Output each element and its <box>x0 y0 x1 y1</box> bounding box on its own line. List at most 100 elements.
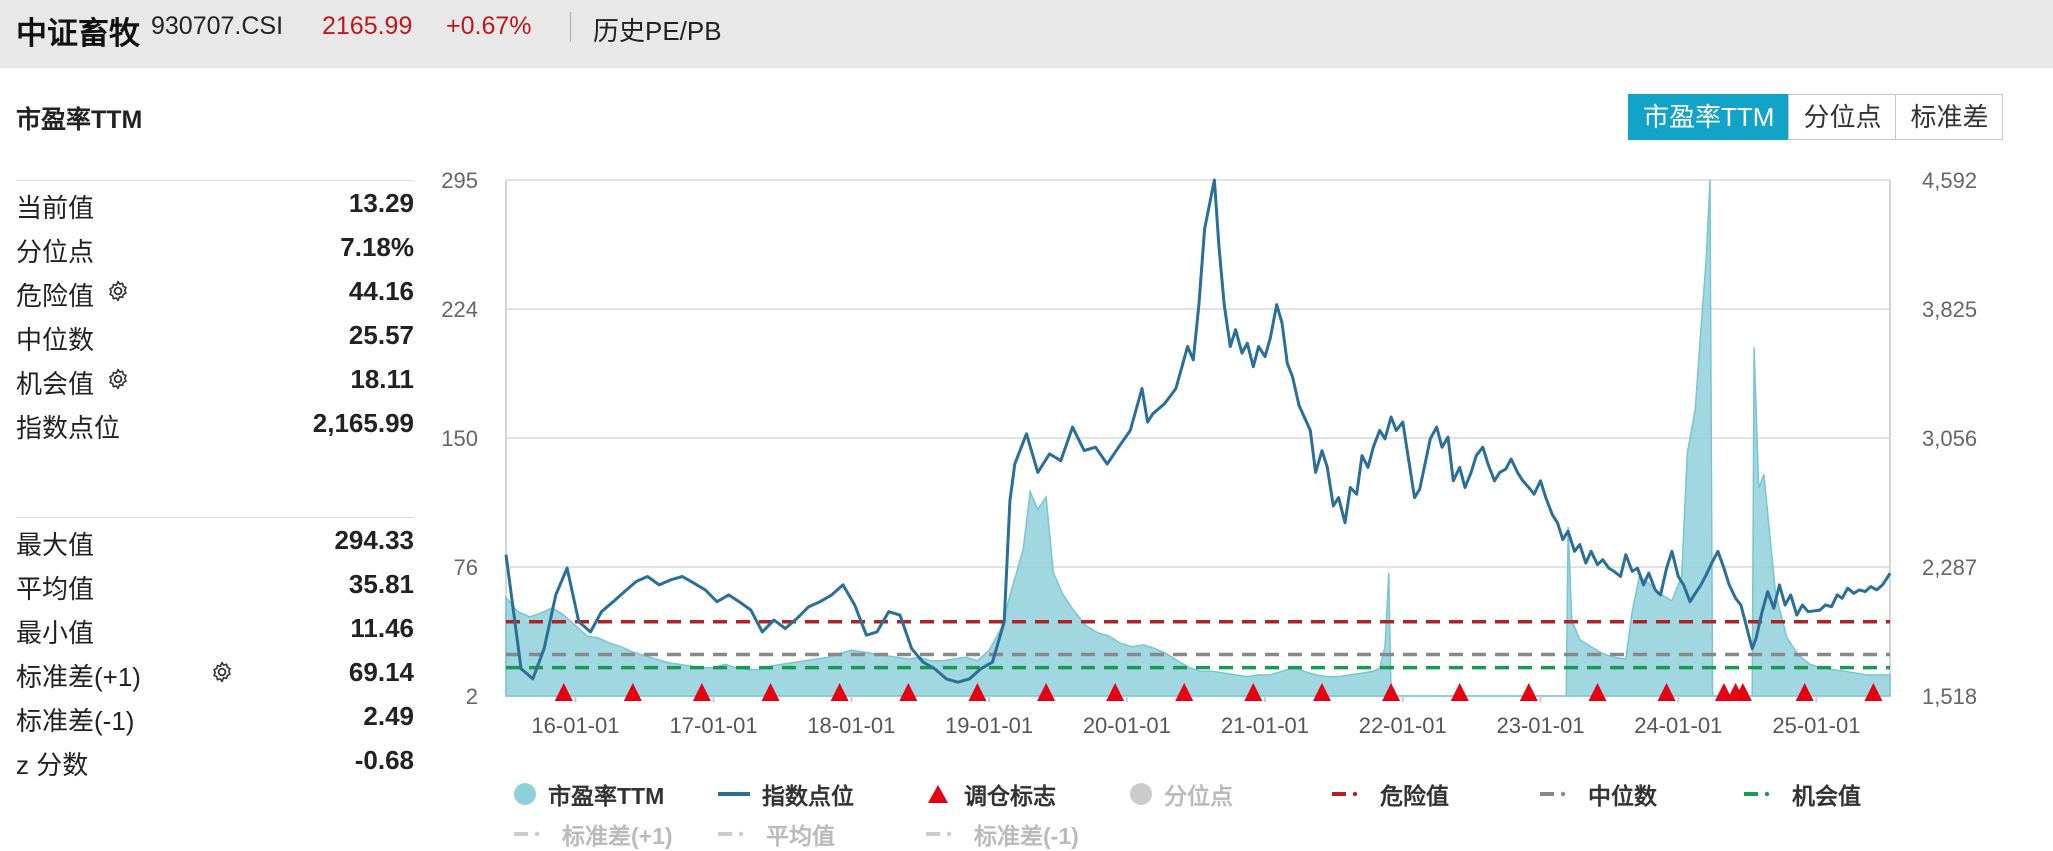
stat-row: 机会值 18.11 <box>16 364 414 400</box>
legend-label: 中位数 <box>1588 783 1657 809</box>
rebalance-triangle <box>1588 683 1607 701</box>
x-tick-label: 20-01-01 <box>1083 713 1171 738</box>
stat-value: 69.14 <box>348 657 414 687</box>
stats-divider <box>16 517 414 518</box>
stat-row: 标准差(+1) 69.14 <box>16 657 414 693</box>
legend-item[interactable]: 指数点位 <box>716 777 854 811</box>
view-title[interactable]: 历史PE/PB <box>593 16 722 46</box>
stat-value: 18.11 <box>350 364 414 394</box>
rebalance-triangle <box>968 683 987 701</box>
stats-divider <box>16 180 414 181</box>
left-tick-label: 224 <box>441 297 478 322</box>
x-tick-label: 18-01-01 <box>807 713 895 738</box>
x-tick-label: 21-01-01 <box>1221 713 1309 738</box>
legend-item[interactable]: 机会值 <box>1742 777 1861 811</box>
x-tick-label: 23-01-01 <box>1496 713 1584 738</box>
stat-label: 机会值 <box>16 369 95 399</box>
legend-item[interactable]: 标准差(-1) <box>924 817 1079 851</box>
pe-ttm-area <box>505 179 1891 697</box>
index-code: 930707.CSI <box>151 12 284 40</box>
stat-value: -0.68 <box>354 745 414 775</box>
gear-icon[interactable] <box>106 279 130 303</box>
legend-dash-icon <box>1540 791 1566 797</box>
rebalance-triangle <box>692 683 711 701</box>
legend-label: 标准差(+1) <box>562 823 673 849</box>
legend-dash-icon <box>718 831 744 837</box>
legend-label: 标准差(-1) <box>974 823 1079 849</box>
legend-dash-icon <box>1744 791 1770 797</box>
rebalance-triangle <box>1733 683 1752 701</box>
legend-item[interactable]: 分位点 <box>1128 777 1233 811</box>
tab-std-dev[interactable]: 标准差 <box>1895 94 2004 140</box>
stat-label: 标准差(+1) <box>16 662 141 692</box>
rebalance-triangle <box>1175 683 1194 701</box>
left-tick-label: 76 <box>454 555 478 580</box>
legend-label: 平均值 <box>766 823 835 849</box>
metric-tabs: 市盈率TTM 分位点 标准差 <box>1628 94 2004 140</box>
right-tick-label: 4,592 <box>1922 168 1977 193</box>
gear-icon[interactable] <box>210 660 234 684</box>
legend-item[interactable]: 市盈率TTM <box>512 777 664 811</box>
stat-label: 平均值 <box>16 574 95 604</box>
legend-item[interactable]: 标准差(+1) <box>512 817 673 851</box>
legend-label: 危险值 <box>1380 783 1449 809</box>
legend-label: 市盈率TTM <box>548 783 665 809</box>
gear-icon[interactable] <box>106 367 130 391</box>
legend-item[interactable]: 中位数 <box>1538 777 1657 811</box>
stat-value: 294.33 <box>334 525 414 555</box>
legend-dash-icon <box>926 831 952 837</box>
legend-label: 指数点位 <box>762 783 854 809</box>
gear-icon-wrap[interactable] <box>96 276 130 307</box>
section-title: 市盈率TTM <box>16 106 143 134</box>
stat-row: z 分数 -0.68 <box>16 745 414 781</box>
x-tick-label: 22-01-01 <box>1359 713 1447 738</box>
rebalance-triangle <box>830 683 849 701</box>
x-tick-label: 17-01-01 <box>670 713 758 738</box>
stat-value: 44.16 <box>348 276 414 306</box>
gear-icon-wrap[interactable] <box>200 657 234 688</box>
rebalance-triangle <box>1864 683 1883 701</box>
right-tick-label: 2,287 <box>1922 555 1977 580</box>
stat-row: 指数点位 2,165.99 <box>16 408 414 444</box>
rebalance-triangle <box>1037 683 1056 701</box>
tab-pe-ttm[interactable]: 市盈率TTM <box>1628 94 1790 140</box>
rebalance-triangle <box>1106 683 1125 701</box>
rebalance-triangle <box>1450 683 1469 701</box>
rebalance-triangle <box>1382 683 1401 701</box>
stat-label: 分位点 <box>16 237 95 267</box>
legend-item[interactable]: 平均值 <box>716 817 835 851</box>
stat-value: 35.81 <box>348 569 414 599</box>
stat-value: 2,165.99 <box>312 408 414 438</box>
stat-label: 指数点位 <box>16 413 121 443</box>
right-tick-label: 3,825 <box>1922 297 1977 322</box>
legend-item[interactable]: 危险值 <box>1330 777 1449 811</box>
index-level-line <box>504 178 1892 684</box>
stat-label: 最大值 <box>16 530 95 560</box>
stat-value: 13.29 <box>348 188 414 218</box>
stat-label: 标准差(-1) <box>16 706 135 736</box>
stat-value: 25.57 <box>348 320 414 350</box>
rebalance-triangle <box>1714 683 1733 701</box>
left-tick-label: 295 <box>441 168 478 193</box>
x-tick-label: 16-01-01 <box>531 713 619 738</box>
legend-dot-icon <box>514 783 536 805</box>
rebalance-triangle <box>554 683 573 701</box>
header-bar: 中证畜牧 930707.CSI 2165.99 +0.67% 历史PE/PB <box>0 0 2053 68</box>
legend-line-icon <box>718 792 750 796</box>
tab-percentile[interactable]: 分位点 <box>1788 94 1897 140</box>
x-tick-label: 25-01-01 <box>1772 713 1860 738</box>
x-tick-label: 24-01-01 <box>1634 713 1722 738</box>
rebalance-triangle <box>899 683 918 701</box>
stat-row: 危险值 44.16 <box>16 276 414 312</box>
legend-item[interactable]: 调仓标志 <box>924 777 1056 811</box>
rebalance-triangle <box>1519 683 1538 701</box>
gear-icon-wrap[interactable] <box>96 364 130 395</box>
stat-row: 分位点 7.18% <box>16 232 414 268</box>
header-divider <box>570 12 571 42</box>
rebalance-triangle <box>761 683 780 701</box>
stat-row: 最大值 294.33 <box>16 525 414 561</box>
legend-label: 分位点 <box>1164 783 1233 809</box>
rebalance-triangle <box>1312 683 1331 701</box>
rebalance-triangle <box>1795 683 1814 701</box>
